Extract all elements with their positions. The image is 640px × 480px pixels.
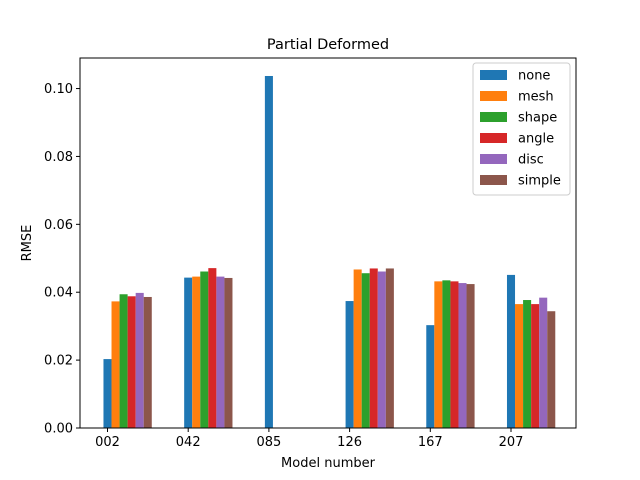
bar-none-002 bbox=[103, 359, 112, 428]
bar-shape-167 bbox=[442, 280, 451, 428]
bar-simple-167 bbox=[466, 284, 475, 428]
bar-none-207 bbox=[506, 274, 516, 428]
legend: none mesh shape angle disc simple bbox=[472, 62, 571, 196]
bar-disc-126 bbox=[377, 271, 386, 428]
legend-swatch-simple bbox=[480, 175, 507, 185]
legend-swatch-angle bbox=[480, 133, 507, 143]
bar-shape-207 bbox=[523, 300, 532, 428]
legend-swatch-none bbox=[480, 70, 507, 80]
bar-disc-207 bbox=[539, 297, 548, 428]
bar-angle-167 bbox=[450, 281, 459, 428]
legend-swatch-disc bbox=[480, 154, 507, 164]
bars-layer bbox=[103, 75, 556, 429]
x-tick-label: 167 bbox=[418, 435, 443, 450]
legend-label-mesh: mesh bbox=[518, 90, 554, 105]
bar-shape-002 bbox=[119, 294, 128, 428]
bar-mesh-042 bbox=[192, 276, 201, 428]
bar-simple-207 bbox=[547, 311, 556, 428]
x-tick-label: 126 bbox=[337, 435, 362, 450]
y-axis-label: RMSE bbox=[20, 225, 35, 262]
bar-shape-042 bbox=[200, 271, 209, 428]
bar-disc-042 bbox=[216, 276, 225, 428]
bar-simple-002 bbox=[143, 296, 152, 428]
y-axis: 0.00 0.02 0.04 0.06 0.08 0.10 bbox=[44, 82, 80, 437]
legend-swatch-shape bbox=[480, 112, 507, 122]
legend-swatch-mesh bbox=[480, 91, 507, 101]
chart-title: Partial Deformed bbox=[267, 37, 389, 53]
legend-label-shape: shape bbox=[518, 111, 557, 126]
y-tick-label: 0.02 bbox=[44, 354, 73, 369]
bar-none-085 bbox=[264, 75, 273, 429]
x-tick-label: 207 bbox=[499, 435, 524, 450]
plot-frame bbox=[79, 57, 577, 429]
bar-simple-126 bbox=[385, 268, 394, 428]
bar-shape-126 bbox=[361, 273, 370, 428]
x-tick-label: 042 bbox=[176, 435, 201, 450]
bar-disc-167 bbox=[458, 283, 467, 428]
legend-label-angle: angle bbox=[518, 132, 554, 147]
bar-mesh-126 bbox=[353, 269, 362, 428]
x-tick-label: 002 bbox=[95, 435, 120, 450]
bar-angle-126 bbox=[369, 268, 378, 428]
legend-label-none: none bbox=[518, 69, 550, 84]
y-tick-label: 0.04 bbox=[44, 286, 73, 301]
legend-label-simple: simple bbox=[518, 174, 561, 189]
bar-angle-002 bbox=[127, 296, 136, 428]
x-axis: 002 042 085 126 167 207 bbox=[95, 428, 523, 450]
y-tick-label: 0.08 bbox=[44, 150, 73, 165]
bar-mesh-002 bbox=[111, 301, 120, 428]
bar-mesh-167 bbox=[434, 281, 443, 428]
legend-label-disc: disc bbox=[518, 153, 544, 168]
bar-angle-042 bbox=[208, 268, 217, 428]
bar-disc-002 bbox=[135, 292, 144, 428]
x-axis-label: Model number bbox=[281, 456, 376, 471]
bar-none-167 bbox=[426, 325, 435, 428]
y-tick-label: 0.06 bbox=[44, 218, 73, 233]
bar-none-126 bbox=[345, 301, 354, 428]
y-tick-label: 0.00 bbox=[44, 422, 73, 437]
bar-simple-042 bbox=[224, 277, 233, 428]
bar-mesh-207 bbox=[515, 304, 524, 428]
x-tick-label: 085 bbox=[256, 435, 281, 450]
bar-angle-207 bbox=[531, 304, 540, 428]
y-tick-label: 0.10 bbox=[44, 82, 73, 97]
bar-none-042 bbox=[184, 277, 193, 428]
